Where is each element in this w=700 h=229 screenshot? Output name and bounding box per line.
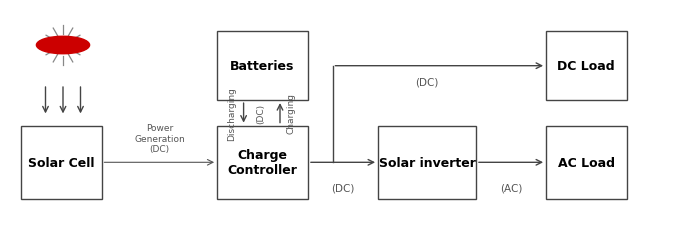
Text: (AC): (AC): [500, 183, 522, 193]
Text: (DC): (DC): [415, 77, 439, 87]
Bar: [217, 126, 308, 199]
Text: (DC): (DC): [331, 183, 355, 193]
Bar: [21, 126, 102, 199]
Text: Charge
Controller: Charge Controller: [228, 149, 298, 177]
Bar: [217, 32, 308, 101]
Bar: [546, 126, 626, 199]
Text: Power
Generation
(DC): Power Generation (DC): [134, 124, 185, 153]
Text: Solar Cell: Solar Cell: [28, 156, 94, 169]
Text: AC Load: AC Load: [558, 156, 615, 169]
Text: Solar inverter: Solar inverter: [379, 156, 475, 169]
Circle shape: [36, 37, 90, 55]
Text: Discharging: Discharging: [228, 87, 237, 140]
Bar: [546, 32, 626, 101]
Bar: [378, 126, 476, 199]
Text: Batteries: Batteries: [230, 60, 295, 73]
Text: DC Load: DC Load: [557, 60, 615, 73]
Text: (DC): (DC): [257, 103, 265, 123]
Text: Charging: Charging: [287, 93, 296, 134]
